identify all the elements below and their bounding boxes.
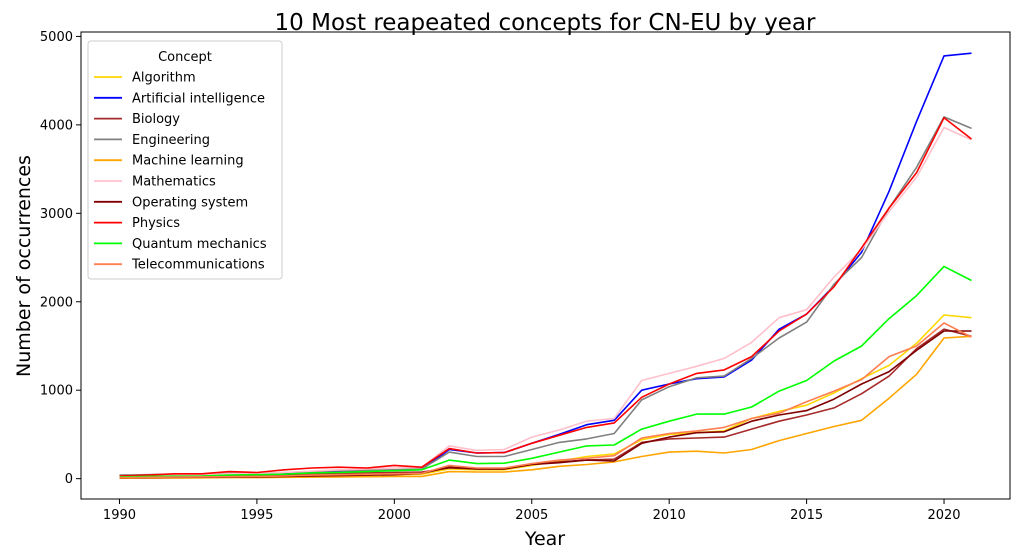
legend-label: Mathematics bbox=[132, 175, 216, 190]
x-tick-label: 2020 bbox=[927, 508, 960, 523]
x-tick-label: 2005 bbox=[515, 508, 548, 523]
series-line-telecommunications bbox=[119, 322, 972, 479]
legend-label: Quantum mechanics bbox=[132, 237, 267, 252]
legend-label: Telecommunications bbox=[131, 258, 265, 273]
legend-label: Biology bbox=[132, 112, 180, 127]
series-line-quantum-mechanics bbox=[119, 265, 972, 478]
legend-label: Operating system bbox=[132, 195, 248, 210]
legend-label: Engineering bbox=[132, 133, 210, 148]
x-tick-label: 2010 bbox=[653, 508, 686, 523]
legend: Concept Algorithm Artificial intelligence… bbox=[87, 40, 283, 280]
y-tick-label: 3000 bbox=[40, 207, 73, 222]
legend-entries: Algorithm Artificial intelligence Biology E… bbox=[94, 71, 267, 273]
plot-frame bbox=[80, 31, 1011, 500]
legend-label: Physics bbox=[132, 216, 180, 231]
series-line-physics bbox=[119, 117, 972, 477]
x-axis-label: Year bbox=[524, 528, 565, 550]
y-axis: 0 1000 2000 3000 4000 5000 bbox=[40, 30, 81, 487]
series-line-mathematics bbox=[119, 126, 972, 477]
y-tick-label: 1000 bbox=[40, 384, 73, 399]
y-axis-label: Number of occurrences bbox=[13, 155, 35, 377]
y-tick-label: 2000 bbox=[40, 295, 73, 310]
y-tick-label: 5000 bbox=[40, 30, 73, 45]
x-tick-label: 2000 bbox=[378, 508, 411, 523]
legend-label: Artificial intelligence bbox=[132, 91, 265, 106]
plot-content bbox=[119, 52, 972, 480]
legend-title: Concept bbox=[158, 50, 212, 65]
x-axis: 1990 1995 2000 2005 2010 2015 2020 bbox=[103, 499, 961, 523]
legend-label: Algorithm bbox=[132, 71, 196, 86]
x-tick-label: 1990 bbox=[103, 508, 136, 523]
y-tick-label: 0 bbox=[65, 472, 73, 487]
x-tick-label: 2015 bbox=[790, 508, 823, 523]
y-tick-label: 4000 bbox=[40, 118, 73, 133]
x-tick-label: 1995 bbox=[240, 508, 273, 523]
legend-frame bbox=[87, 40, 283, 280]
legend-label: Machine learning bbox=[132, 154, 244, 169]
